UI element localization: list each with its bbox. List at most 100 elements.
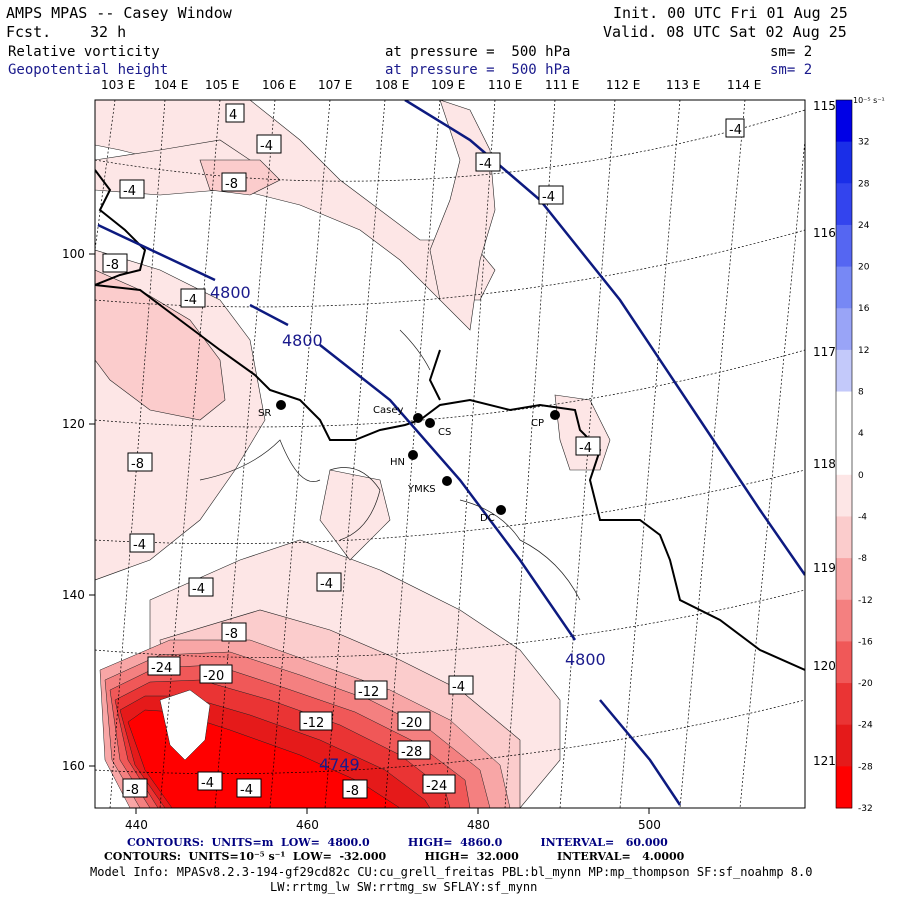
lon-label: 103 E bbox=[101, 78, 135, 92]
vort-label: 4 bbox=[229, 108, 237, 123]
height-label: 4800 bbox=[210, 283, 251, 302]
lon-label: 107 E bbox=[318, 78, 352, 92]
height-label: 4749 bbox=[319, 755, 360, 774]
lon-label: 105 E bbox=[205, 78, 239, 92]
height-contour-info: CONTOURS: UNITS=m LOW= 4800.0 HIGH= 4860… bbox=[127, 836, 668, 849]
colorbar-swatch bbox=[836, 100, 852, 143]
colorbar-label: -4 bbox=[858, 512, 867, 522]
height-label: 4800 bbox=[565, 650, 606, 669]
forecast-label: Fcst. bbox=[6, 23, 52, 41]
x-tick-label: 440 bbox=[125, 818, 148, 832]
station-label: SR bbox=[258, 408, 271, 419]
colorbar-swatch bbox=[836, 474, 852, 517]
y-tick-label: 120 bbox=[62, 417, 85, 431]
forecast-hour: 32 h bbox=[90, 23, 127, 41]
vort-label: -12 bbox=[358, 685, 379, 700]
colorbar-label: -32 bbox=[858, 804, 873, 814]
plot-frame bbox=[94, 99, 806, 809]
graticule bbox=[95, 100, 805, 808]
x-tick-label: 500 bbox=[638, 818, 661, 832]
colorbar-label: -24 bbox=[858, 721, 873, 731]
station-marker bbox=[496, 505, 506, 515]
height-contours bbox=[97, 100, 805, 806]
vort-label: -4 bbox=[184, 293, 197, 308]
field2-name: Geopotential height bbox=[8, 62, 169, 78]
vort-label: -20 bbox=[401, 716, 422, 731]
colorbar-swatch bbox=[836, 641, 852, 684]
lon-label: 109 E bbox=[431, 78, 465, 92]
station-markers bbox=[276, 400, 560, 515]
station-marker bbox=[413, 413, 423, 423]
model-physics: LW:rrtmg_lw SW:rrtmg_sw SFLAY:sf_mynn bbox=[270, 880, 538, 894]
colorbar-label: 8 bbox=[858, 388, 864, 398]
field1-smoothing: sm= 2 bbox=[770, 44, 813, 60]
colorbar-swatch bbox=[836, 308, 852, 351]
vort-label: -8 bbox=[126, 783, 139, 798]
field1-name: Relative vorticity bbox=[8, 44, 160, 60]
colorbar-swatch bbox=[836, 224, 852, 268]
lon-label: 104 E bbox=[154, 78, 188, 92]
y-axis-ticks: 100 120 140 160 bbox=[62, 247, 95, 773]
station-label: CP bbox=[531, 418, 544, 429]
lon-label: 110 E bbox=[488, 78, 522, 92]
vort-label: -8 bbox=[225, 177, 238, 192]
colorbar-label: 0 bbox=[858, 471, 864, 481]
colorbar-swatch bbox=[836, 266, 852, 309]
vort-label: -4 bbox=[240, 783, 253, 798]
station-labels: SR Casey CS HN YMKS DC CP bbox=[258, 405, 544, 524]
vorticity-contour-info: CONTOURS: UNITS=10⁻⁵ s⁻¹ LOW= -32.000 HI… bbox=[104, 850, 685, 863]
lon-label: 106 E bbox=[262, 78, 296, 92]
colorbar-label: -16 bbox=[858, 637, 873, 647]
station-marker bbox=[276, 400, 286, 410]
station-label: Casey bbox=[373, 405, 403, 416]
colorbar-frame bbox=[835, 99, 853, 809]
height-label: 4800 bbox=[282, 331, 323, 350]
lon-label: 114 E bbox=[727, 78, 761, 92]
vort-label: -24 bbox=[151, 661, 172, 676]
lon-label: 112 E bbox=[606, 78, 640, 92]
lon-label: 111 E bbox=[545, 78, 579, 92]
vort-label: -28 bbox=[401, 745, 422, 760]
model-info: Model Info: MPASv8.2.3-194-gf29cd82c CU:… bbox=[90, 865, 813, 879]
colorbar-swatch bbox=[836, 599, 852, 642]
colorbar-label: -12 bbox=[858, 596, 873, 606]
coastline bbox=[95, 169, 805, 671]
colorbar-swatch bbox=[836, 558, 852, 601]
vort-label: -8 bbox=[106, 258, 119, 273]
colorbar-swatch bbox=[836, 516, 852, 559]
colorbar-label: 32 bbox=[858, 138, 869, 148]
vort-label: -4 bbox=[542, 190, 555, 205]
vort-label: -4 bbox=[452, 680, 465, 695]
station-label: HN bbox=[390, 457, 405, 468]
colorbar-swatch bbox=[836, 183, 852, 226]
vort-label: -24 bbox=[426, 779, 447, 794]
colorbar-unit: 10⁻⁵ s⁻¹ bbox=[853, 96, 885, 105]
vort-label: -4 bbox=[260, 139, 273, 154]
colorbar-label: 12 bbox=[858, 346, 869, 356]
vort-label: -8 bbox=[346, 784, 359, 799]
lon-label: 108 E bbox=[375, 78, 409, 92]
colorbar-swatch bbox=[836, 391, 852, 434]
colorbar-swatch bbox=[836, 724, 852, 767]
field2-smoothing: sm= 2 bbox=[770, 62, 813, 78]
colorbar-swatch bbox=[836, 349, 852, 393]
vort-label: -12 bbox=[303, 716, 324, 731]
vort-label: -4 bbox=[729, 123, 742, 138]
colorbar-swatch bbox=[836, 141, 852, 184]
colorbar-label: -8 bbox=[858, 554, 867, 564]
map-title: AMPS MPAS -- Casey Window bbox=[6, 4, 232, 22]
station-marker bbox=[550, 410, 560, 420]
y-tick-label: 160 bbox=[62, 759, 85, 773]
colorbar: 32 28 24 20 16 12 8 4 0 -4 -8 -12 -16 -20 -24 -28 -32 bbox=[835, 99, 873, 814]
station-marker bbox=[425, 418, 435, 428]
colorbar-label: 28 bbox=[858, 179, 870, 189]
vorticity-labels: 4 -4 -4 -8 -4 -4 -4 -8 -4 -8 -4 -4 -4 -4… bbox=[102, 103, 745, 799]
valid-time: Valid. 08 UTC Sat 02 Aug 25 bbox=[603, 23, 847, 41]
x-axis-ticks: 440 460 480 500 bbox=[125, 808, 661, 832]
colorbar-label: -28 bbox=[858, 762, 873, 772]
field2-pressure: at pressure = 500 hPa bbox=[385, 62, 571, 78]
vort-label: -4 bbox=[133, 538, 146, 553]
colorbar-label: 24 bbox=[858, 221, 870, 231]
station-label: CS bbox=[438, 427, 451, 438]
x-tick-label: 480 bbox=[467, 818, 490, 832]
